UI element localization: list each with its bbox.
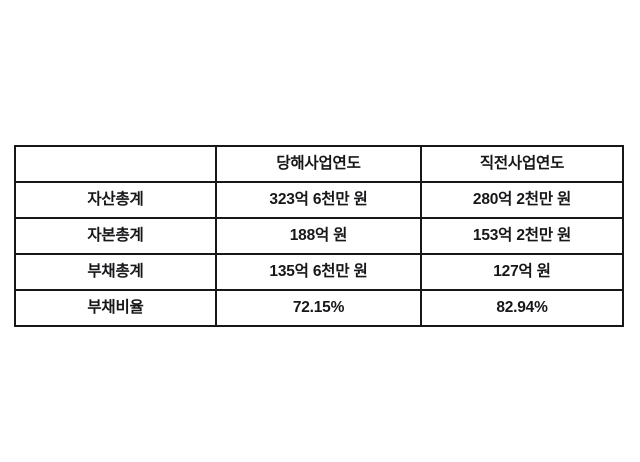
cell-total-equity-current-year: 188억 원 <box>215 217 422 255</box>
table-header-row: 당해사업연도 직전사업연도 <box>14 145 624 183</box>
table-header: 당해사업연도 직전사업연도 <box>14 145 624 183</box>
cell-debt-ratio-previous-year: 82.94% <box>420 289 624 327</box>
cell-total-equity-previous-year: 153억 2천만 원 <box>420 217 624 255</box>
table-body: 자산총계 323억 6천만 원 280억 2천만 원 자본총계 188억 원 1… <box>14 181 624 327</box>
financial-table-container: 당해사업연도 직전사업연도 자산총계 323억 6천만 원 280억 2천만 원… <box>14 145 624 327</box>
cell-total-liabilities-current-year: 135억 6천만 원 <box>215 253 422 291</box>
table-corner-cell <box>14 145 217 183</box>
table-row: 부채총계 135억 6천만 원 127억 원 <box>14 253 624 291</box>
cell-total-assets-current-year: 323억 6천만 원 <box>215 181 422 219</box>
table-row: 자산총계 323억 6천만 원 280억 2천만 원 <box>14 181 624 219</box>
column-header-previous-year: 직전사업연도 <box>420 145 624 183</box>
cell-debt-ratio-current-year: 72.15% <box>215 289 422 327</box>
cell-total-liabilities-previous-year: 127억 원 <box>420 253 624 291</box>
row-label-total-liabilities: 부채총계 <box>14 253 217 291</box>
financial-summary-table: 당해사업연도 직전사업연도 자산총계 323억 6천만 원 280억 2천만 원… <box>14 145 624 327</box>
row-label-debt-ratio: 부채비율 <box>14 289 217 327</box>
table-row: 부채비율 72.15% 82.94% <box>14 289 624 327</box>
cell-total-assets-previous-year: 280억 2천만 원 <box>420 181 624 219</box>
row-label-total-equity: 자본총계 <box>14 217 217 255</box>
row-label-total-assets: 자산총계 <box>14 181 217 219</box>
table-row: 자본총계 188억 원 153억 2천만 원 <box>14 217 624 255</box>
column-header-current-year: 당해사업연도 <box>215 145 422 183</box>
